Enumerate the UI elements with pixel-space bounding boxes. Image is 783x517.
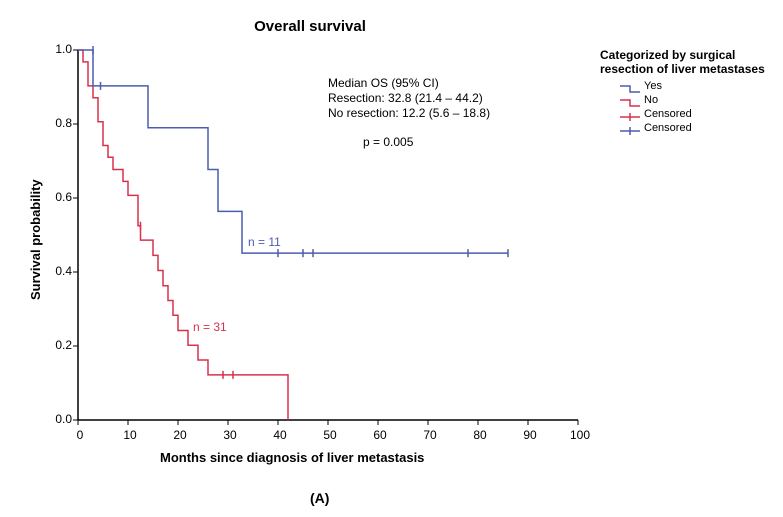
y-tick: 0.4: [48, 264, 72, 278]
x-tick: 90: [520, 428, 540, 442]
x-tick: 30: [220, 428, 240, 442]
legend-label: Censored: [644, 122, 692, 134]
panel-label: (A): [310, 490, 329, 506]
n-label-yes: n = 11: [248, 235, 281, 249]
legend-label: No: [644, 94, 658, 106]
y-tick: 1.0: [48, 42, 72, 56]
p-value-text: p = 0.005: [363, 135, 413, 149]
y-axis-label: Survival probability: [28, 179, 43, 300]
x-tick: 10: [120, 428, 140, 442]
x-tick: 40: [270, 428, 290, 442]
x-tick: 20: [170, 428, 190, 442]
x-tick: 50: [320, 428, 340, 442]
y-tick: 0.2: [48, 338, 72, 352]
x-tick: 80: [470, 428, 490, 442]
x-tick: 60: [370, 428, 390, 442]
x-axis-label: Months since diagnosis of liver metastas…: [160, 450, 424, 465]
legend-label: Censored: [644, 108, 692, 120]
legend-label: Yes: [644, 80, 662, 92]
y-tick: 0.0: [48, 412, 72, 426]
legend-title: Categorized by surgical resection of liv…: [600, 48, 775, 77]
x-tick: 100: [570, 428, 590, 442]
n-label-no: n = 31: [193, 320, 227, 334]
y-tick: 0.8: [48, 116, 72, 130]
x-tick: 0: [70, 428, 90, 442]
y-tick: 0.6: [48, 190, 72, 204]
median-os-text: Median OS (95% CI)Resection: 32.8 (21.4 …: [328, 76, 490, 121]
x-tick: 70: [420, 428, 440, 442]
